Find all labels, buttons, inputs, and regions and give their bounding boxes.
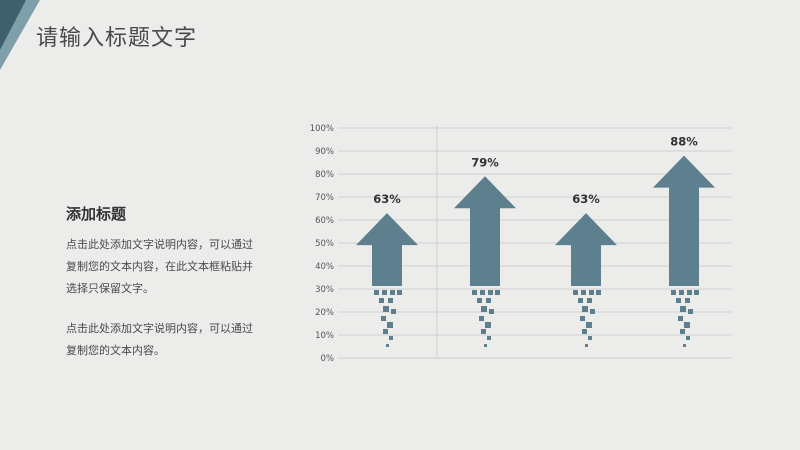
arrow-particle <box>688 309 693 314</box>
arrow-particle <box>382 290 387 295</box>
arrow-particle <box>580 316 585 321</box>
arrow-particle <box>671 290 676 295</box>
arrow-particle <box>479 316 484 321</box>
arrow-particle <box>383 329 388 334</box>
arrow-particle <box>586 322 592 328</box>
arrow-particle <box>485 322 491 328</box>
y-tick-label: 50% <box>315 239 334 249</box>
arrow-particle <box>585 344 588 347</box>
arrow-particle <box>481 306 487 312</box>
y-tick-label: 80% <box>315 170 334 180</box>
arrow-particle <box>596 290 601 295</box>
data-label: 88% <box>670 135 698 149</box>
description-paragraph-2: 点击此处添加文字说明内容，可以通过复制您的文本内容。 <box>66 322 253 357</box>
arrow-bars: 63% 79% 63% 88% <box>356 135 715 347</box>
y-tick-label: 0% <box>321 354 335 364</box>
arrow-particle <box>685 298 690 303</box>
data-label: 63% <box>373 192 401 206</box>
arrow-particle <box>477 298 482 303</box>
arrow-particle <box>389 336 393 340</box>
y-tick-label: 40% <box>315 262 334 272</box>
arrow-bar <box>653 155 715 286</box>
arrow-particle <box>391 309 396 314</box>
y-tick-label: 30% <box>315 285 334 295</box>
arrow-particle <box>587 298 592 303</box>
arrow-particle <box>581 290 586 295</box>
arrow-particle <box>588 336 592 340</box>
arrow-particle <box>694 290 699 295</box>
arrow-particle <box>678 316 683 321</box>
slide-title: 请输入标题文字 <box>36 26 198 51</box>
arrow-particle <box>488 290 493 295</box>
y-tick-label: 90% <box>315 147 334 157</box>
y-tick-label: 60% <box>315 216 334 226</box>
arrow-particle <box>582 306 588 312</box>
y-tick-label: 70% <box>315 193 334 203</box>
arrow-particle <box>495 290 500 295</box>
y-tick-label: 10% <box>315 331 334 341</box>
arrow-particle <box>379 298 384 303</box>
arrow-particle <box>383 306 389 312</box>
arrow-particle <box>487 336 491 340</box>
arrow-particle <box>480 290 485 295</box>
arrow-particle <box>680 329 685 334</box>
arrow-particle <box>397 290 402 295</box>
arrow-particle <box>489 309 494 314</box>
data-label: 63% <box>572 192 600 206</box>
arrow-particle <box>590 309 595 314</box>
arrow-particle <box>680 306 686 312</box>
arrow-particle <box>683 344 686 347</box>
arrow-bar <box>356 213 418 286</box>
arrow-particle <box>684 322 690 328</box>
arrow-particle <box>676 298 681 303</box>
arrow-particle <box>390 290 395 295</box>
arrow-particle <box>582 329 587 334</box>
arrow-particle <box>589 290 594 295</box>
description-paragraph-1: 点击此处添加文字说明内容，可以通过复制您的文本内容，在此文本框粘贴并选择只保留文… <box>66 238 253 295</box>
arrow-particle <box>374 290 379 295</box>
arrow-particle <box>679 290 684 295</box>
y-tick-label: 20% <box>315 308 334 318</box>
arrow-bar <box>454 176 516 286</box>
arrow-particle <box>386 344 389 347</box>
data-label: 79% <box>471 155 499 169</box>
arrow-particle <box>472 290 477 295</box>
section-subtitle: 添加标题 <box>66 205 127 223</box>
arrow-particle <box>381 316 386 321</box>
arrow-particle <box>486 298 491 303</box>
corner-decoration <box>0 0 40 70</box>
arrow-particle <box>387 322 393 328</box>
arrow-particle <box>484 344 487 347</box>
arrow-particle <box>578 298 583 303</box>
arrow-particle <box>687 290 692 295</box>
arrow-particle <box>388 298 393 303</box>
arrow-particle <box>686 336 690 340</box>
y-tick-label: 100% <box>310 124 334 134</box>
arrow-bar <box>555 213 617 286</box>
arrow-particle <box>481 329 486 334</box>
y-tick-labels: 0% 10% 20% 30% 40% 50% 60% 70% 80% 90% 100% <box>310 124 334 364</box>
arrow-particle <box>573 290 578 295</box>
